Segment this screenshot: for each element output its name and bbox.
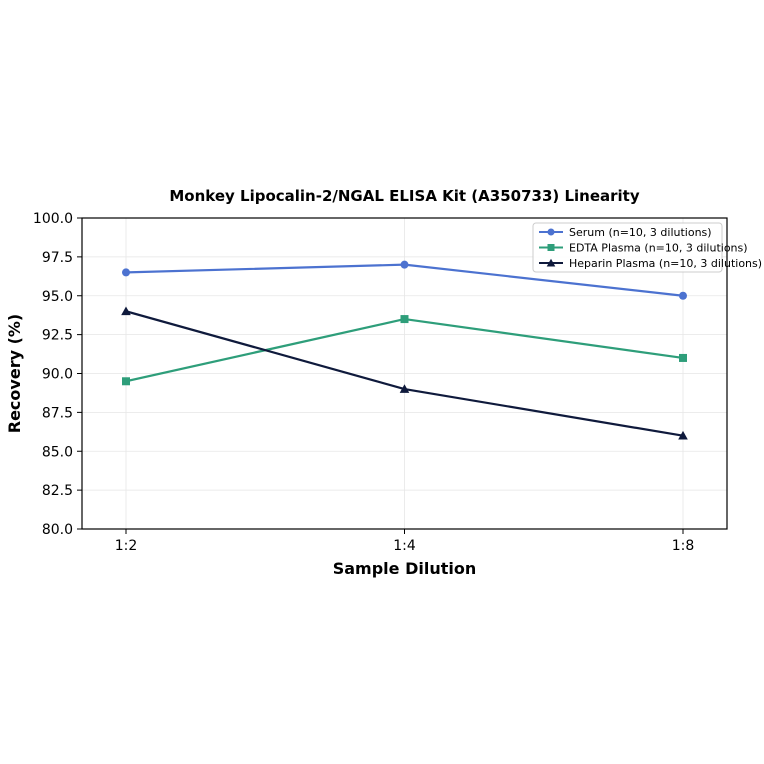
data-point [121,306,131,316]
series-1 [122,260,687,300]
y-tick-label: 95.0 [42,289,73,305]
series-group [121,260,688,440]
y-tick-label: 90.0 [42,367,73,383]
data-point [399,384,410,393]
y-axis-title: Recovery (%) [5,314,24,433]
y-tick-label: 97.5 [42,250,73,266]
series-2 [122,315,687,386]
legend-label: EDTA Plasma (n=10, 3 dilutions) [569,242,748,255]
legend-marker [547,228,555,236]
axes: 80.0 82.5 85.0 87.5 90.0 92.5 95.0 97.5 100.0 1:2… [33,211,694,554]
x-tick-label: 1:4 [393,538,416,554]
legend-label: Serum (n=10, 3 dilutions) [569,226,712,239]
data-point [678,430,688,440]
data-point [679,291,687,300]
x-tick-label: 1:2 [115,538,138,554]
data-point [400,315,409,324]
legend-item: Heparin Plasma (n=10, 3 dilutions) [539,257,762,270]
y-tick-label: 92.5 [42,328,73,344]
x-axis-title: Sample Dilution [333,559,477,578]
legend-label: Heparin Plasma (n=10, 3 dilutions) [569,257,762,270]
y-tick-label: 100.0 [33,211,73,227]
legend-box [532,222,723,273]
data-point [679,353,687,362]
y-tick-label: 87.5 [42,405,73,421]
y-tick-label: 85.0 [42,444,73,460]
legend-marker [547,244,555,251]
data-point [122,377,130,386]
y-tick-label: 80.0 [42,522,73,538]
chart-title: Monkey Lipocalin-2/NGAL ELISA Kit (A3507… [169,187,639,205]
series-3 [121,306,688,440]
legend-item: Serum (n=10, 3 dilutions) [539,226,712,239]
data-point [400,260,409,269]
y-tick-label: 82.5 [42,483,73,499]
data-point [122,268,130,277]
legend-marker [546,258,556,267]
legend: Serum (n=10, 3 dilutions) EDTA Plasma (n=… [532,222,762,273]
x-tick-label: 1:8 [672,538,695,554]
legend-item: EDTA Plasma (n=10, 3 dilutions) [539,242,748,255]
